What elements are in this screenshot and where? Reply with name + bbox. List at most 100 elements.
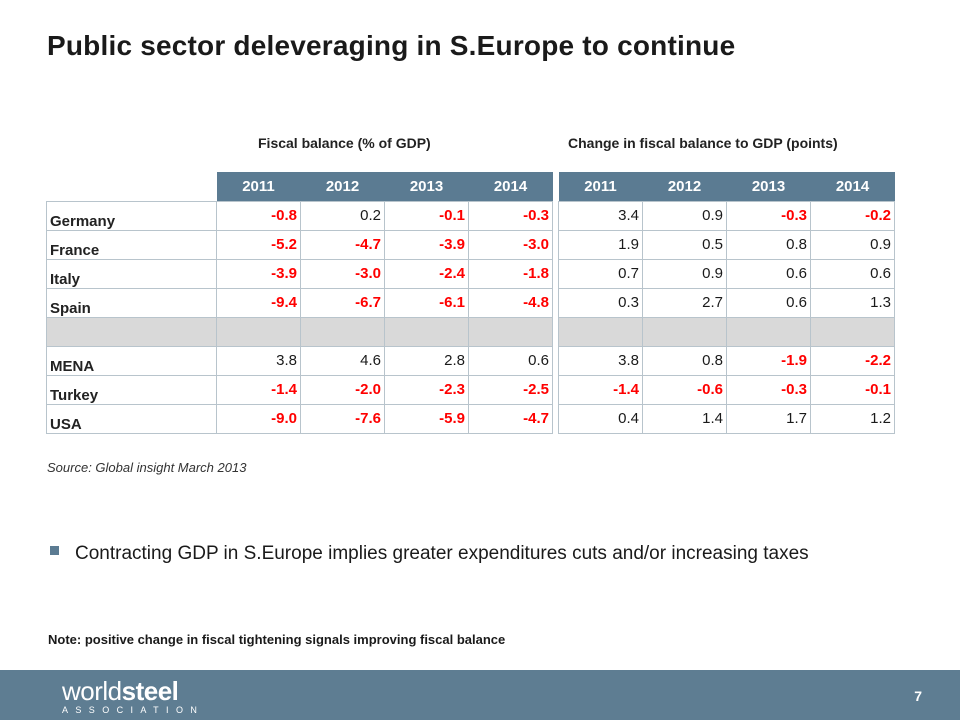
fiscal-balance-cell: -5.9 [384, 403, 469, 434]
fiscal-balance-cell: 3.8 [216, 345, 301, 376]
fiscal-change-cell: 0.4 [558, 403, 643, 434]
fiscal-change-cell: 2.7 [642, 287, 727, 318]
spacer-cell [384, 316, 469, 347]
fiscal-balance-cell: -3.9 [384, 229, 469, 260]
fiscal-change-cell: 0.5 [642, 229, 727, 260]
fiscal-balance-cell: -3.9 [216, 258, 301, 289]
fiscal-change-caption: Change in fiscal balance to GDP (points) [568, 135, 838, 151]
spacer-row [46, 316, 553, 347]
year-header: 2011 [216, 172, 301, 201]
fiscal-change-cell: 0.8 [726, 229, 811, 260]
table-header-row: 2011 2012 2013 2014 [47, 172, 553, 201]
fiscal-change-cell: 0.9 [642, 200, 727, 231]
fiscal-balance-cell: -9.4 [216, 287, 301, 318]
spacer-cell [300, 316, 385, 347]
fiscal-change-cell: 1.2 [810, 403, 895, 434]
fiscal-balance-cell: -0.3 [468, 200, 553, 231]
fiscal-balance-cell: -2.4 [384, 258, 469, 289]
fiscal-change-cell: 1.4 [642, 403, 727, 434]
square-bullet-icon [50, 546, 59, 555]
fiscal-balance-caption: Fiscal balance (% of GDP) [258, 135, 431, 151]
table-row: France -5.2 -4.7 -3.9 -3.0 [46, 229, 553, 260]
country-label: MENA [46, 345, 217, 376]
slide-title: Public sector deleveraging in S.Europe t… [47, 30, 736, 61]
table-row: 0.3 2.7 0.6 1.3 [558, 287, 895, 318]
country-label: Turkey [46, 374, 217, 405]
logo-text-steel: steel [121, 676, 179, 706]
fiscal-change-cell: 3.8 [558, 345, 643, 376]
worldsteel-logo: worldsteel ASSOCIATION [62, 678, 204, 715]
fiscal-change-cell: -1.9 [726, 345, 811, 376]
table-row: Turkey -1.4 -2.0 -2.3 -2.5 [46, 374, 553, 405]
fiscal-balance-cell: -2.5 [468, 374, 553, 405]
fiscal-change-cell: 0.9 [642, 258, 727, 289]
spacer-cell [726, 316, 811, 347]
fiscal-balance-cell: -4.7 [468, 403, 553, 434]
country-label: Italy [46, 258, 217, 289]
fiscal-change-cell: 3.4 [558, 200, 643, 231]
fiscal-balance-cell: -5.2 [216, 229, 301, 260]
footer-bar: worldsteel ASSOCIATION 7 [0, 670, 960, 720]
fiscal-change-cell: 1.9 [558, 229, 643, 260]
table-row: 1.9 0.5 0.8 0.9 [558, 229, 895, 260]
table-row: 3.8 0.8 -1.9 -2.2 [558, 345, 895, 376]
table-row: -1.4 -0.6 -0.3 -0.1 [558, 374, 895, 405]
country-label: France [46, 229, 217, 260]
fiscal-change-cell: 1.3 [810, 287, 895, 318]
logo-text-association: ASSOCIATION [62, 705, 205, 715]
fiscal-change-cell: 0.7 [558, 258, 643, 289]
fiscal-balance-cell: 4.6 [300, 345, 385, 376]
fiscal-balance-cell: -7.6 [300, 403, 385, 434]
table-row: USA -9.0 -7.6 -5.9 -4.7 [46, 403, 553, 434]
fiscal-balance-cell: -0.1 [384, 200, 469, 231]
fiscal-change-cell: -0.2 [810, 200, 895, 231]
spacer-cell [810, 316, 895, 347]
country-label: Germany [46, 200, 217, 231]
fiscal-change-cell: 0.9 [810, 229, 895, 260]
fiscal-change-cell: 1.7 [726, 403, 811, 434]
fiscal-balance-cell: -0.8 [216, 200, 301, 231]
table-row: MENA 3.8 4.6 2.8 0.6 [46, 345, 553, 376]
year-header: 2014 [468, 172, 553, 201]
year-header: 2012 [300, 172, 385, 201]
source-note: Source: Global insight March 2013 [47, 460, 247, 475]
fiscal-balance-cell: 2.8 [384, 345, 469, 376]
footnote: Note: positive change in fiscal tighteni… [48, 632, 506, 647]
fiscal-balance-cell: -6.7 [300, 287, 385, 318]
spacer-cell [216, 316, 301, 347]
corner-cell [47, 172, 217, 201]
year-header: 2013 [726, 172, 811, 201]
table-row: Italy -3.9 -3.0 -2.4 -1.8 [46, 258, 553, 289]
fiscal-balance-cell: -1.4 [216, 374, 301, 405]
fiscal-balance-cell: -2.0 [300, 374, 385, 405]
bullet-text: Contracting GDP in S.Europe implies grea… [75, 543, 809, 564]
logo-text-world: world [62, 676, 122, 706]
fiscal-change-cell: 0.6 [810, 258, 895, 289]
fiscal-change-cell: -0.1 [810, 374, 895, 405]
page-number: 7 [914, 688, 922, 704]
table-header-row: 2011 2012 2013 2014 [558, 172, 895, 201]
spacer-cell [46, 316, 217, 347]
fiscal-balance-cell: 0.2 [300, 200, 385, 231]
fiscal-change-cell: 0.8 [642, 345, 727, 376]
fiscal-change-cell: -1.4 [558, 374, 643, 405]
fiscal-balance-cell: -3.0 [468, 229, 553, 260]
fiscal-balance-cell: -9.0 [216, 403, 301, 434]
fiscal-change-cell: -0.3 [726, 374, 811, 405]
year-header: 2011 [558, 172, 643, 201]
year-header: 2014 [810, 172, 895, 201]
spacer-cell [642, 316, 727, 347]
country-label: USA [46, 403, 217, 434]
fiscal-balance-cell: -3.0 [300, 258, 385, 289]
table-row: Spain -9.4 -6.7 -6.1 -4.8 [46, 287, 553, 318]
fiscal-balance-cell: 0.6 [468, 345, 553, 376]
fiscal-change-cell: 0.6 [726, 258, 811, 289]
fiscal-change-cell: 0.3 [558, 287, 643, 318]
year-header: 2013 [384, 172, 469, 201]
spacer-row [558, 316, 895, 347]
table-row: 0.4 1.4 1.7 1.2 [558, 403, 895, 434]
fiscal-balance-cell: -1.8 [468, 258, 553, 289]
table-row: 3.4 0.9 -0.3 -0.2 [558, 200, 895, 231]
year-header: 2012 [642, 172, 727, 201]
table-row: Germany -0.8 0.2 -0.1 -0.3 [46, 200, 553, 231]
